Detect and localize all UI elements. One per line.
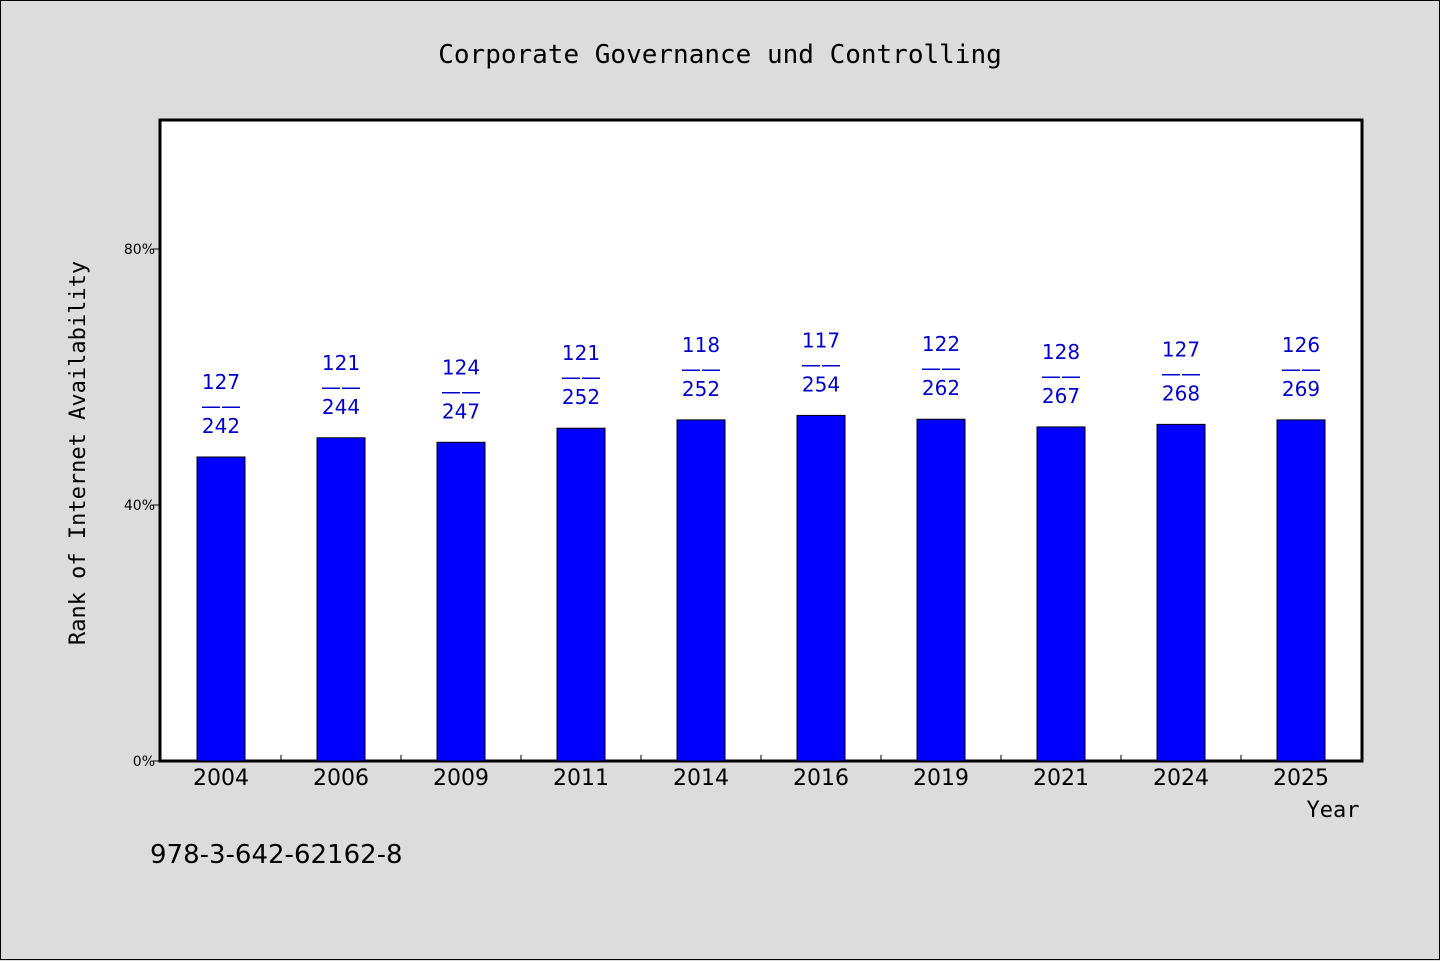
x-axis-title: Year xyxy=(1307,798,1360,823)
data-label-rank: 117 xyxy=(802,328,840,352)
data-label-total: 269 xyxy=(1282,377,1320,401)
chart-title: Corporate Governance und Controlling xyxy=(438,40,1002,70)
data-label-separator: —— xyxy=(921,356,961,380)
y-axis: 0% 40% 80% xyxy=(124,242,161,770)
x-tick-label: 2019 xyxy=(913,766,969,791)
data-label-total: 267 xyxy=(1042,384,1080,408)
bar xyxy=(916,418,966,762)
y-tick-label: 80% xyxy=(124,242,155,258)
x-tick-label: 2021 xyxy=(1033,766,1089,791)
x-tick-label: 2011 xyxy=(553,766,609,791)
data-label-rank: 128 xyxy=(1042,340,1080,364)
bar-series xyxy=(196,414,1326,762)
data-label-rank: 127 xyxy=(202,370,240,394)
data-label-rank: 126 xyxy=(1282,333,1320,357)
bar xyxy=(1036,426,1086,762)
y-tick-label: 40% xyxy=(124,498,155,514)
data-label-rank: 122 xyxy=(922,332,960,356)
data-label-separator: —— xyxy=(1161,361,1201,385)
y-tick-label: 0% xyxy=(133,754,155,770)
bar xyxy=(556,427,606,762)
data-label-total: 252 xyxy=(562,385,600,409)
data-label-separator: —— xyxy=(1281,357,1321,381)
data-label-rank: 121 xyxy=(562,341,600,365)
bar xyxy=(796,414,846,762)
y-axis-title: Rank of Internet Availability xyxy=(66,261,91,645)
data-label-separator: —— xyxy=(201,394,241,418)
data-label-total: 268 xyxy=(1162,381,1200,405)
x-tick-label: 2024 xyxy=(1153,766,1209,791)
x-tick-label: 2014 xyxy=(673,766,729,791)
data-label-total: 244 xyxy=(322,395,360,419)
bar xyxy=(436,441,486,762)
data-label-separator: —— xyxy=(321,375,361,399)
data-label-total: 254 xyxy=(802,372,840,396)
x-axis: 2004 2006 2009 2011 2014 2016 2019 2021 2024 2025 xyxy=(193,755,1329,791)
bar xyxy=(1276,419,1326,762)
data-label-separator: —— xyxy=(1041,364,1081,388)
data-label-total: 252 xyxy=(682,377,720,401)
bar xyxy=(1156,423,1206,762)
bar xyxy=(316,437,366,762)
bar xyxy=(196,456,246,762)
data-label-total: 262 xyxy=(922,376,960,400)
x-tick-label: 2016 xyxy=(793,766,849,791)
data-label-rank: 127 xyxy=(1162,337,1200,361)
data-label-separator: —— xyxy=(441,379,481,403)
data-label-rank: 118 xyxy=(682,333,720,357)
x-tick-label: 2009 xyxy=(433,766,489,791)
bar xyxy=(676,419,726,762)
data-label-total: 242 xyxy=(202,414,240,438)
isbn-text: 978-3-642-62162-8 xyxy=(150,840,403,870)
data-labels: 242——127244——121247——124252——121252——118… xyxy=(201,328,1321,438)
data-label-total: 247 xyxy=(442,399,480,423)
data-label-rank: 124 xyxy=(442,355,480,379)
x-tick-label: 2004 xyxy=(193,766,249,791)
x-tick-label: 2025 xyxy=(1273,766,1329,791)
data-label-separator: —— xyxy=(561,365,601,389)
data-label-separator: —— xyxy=(801,352,841,376)
x-tick-label: 2006 xyxy=(313,766,369,791)
data-label-rank: 121 xyxy=(322,351,360,375)
data-label-separator: —— xyxy=(681,357,721,381)
